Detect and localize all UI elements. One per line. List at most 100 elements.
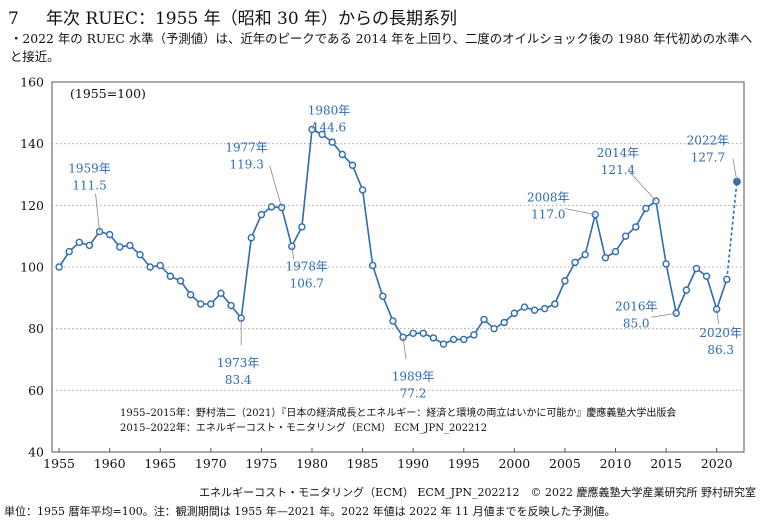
x-tick-label: 2010 bbox=[600, 456, 632, 471]
x-tick-label: 1995 bbox=[448, 456, 480, 471]
data-point bbox=[551, 300, 559, 308]
data-point bbox=[561, 277, 569, 285]
annotation-leader bbox=[311, 121, 316, 130]
annotation-value: 127.7 bbox=[691, 151, 725, 165]
x-tick-label: 1955 bbox=[43, 456, 75, 471]
annotation-value: 83.4 bbox=[225, 373, 252, 387]
data-point bbox=[571, 258, 579, 267]
annotation-value: 77.2 bbox=[400, 386, 427, 400]
data-point bbox=[409, 329, 417, 337]
data-point bbox=[105, 230, 114, 239]
x-tick-label: 2000 bbox=[498, 456, 530, 471]
data-point bbox=[55, 263, 63, 271]
annotation-leader bbox=[269, 165, 283, 208]
annotation-year: 2016年 bbox=[615, 299, 658, 313]
data-point bbox=[126, 241, 134, 250]
annotation-year: 2014年 bbox=[597, 146, 640, 160]
x-tick-label: 2020 bbox=[701, 456, 733, 471]
y-tick-label: 80 bbox=[28, 321, 44, 336]
annotation-value: 117.0 bbox=[531, 208, 565, 222]
data-point bbox=[116, 243, 124, 251]
index-note: (1955=100) bbox=[70, 86, 146, 101]
annotation-leader bbox=[716, 309, 720, 325]
data-point bbox=[298, 223, 306, 231]
data-point bbox=[581, 250, 589, 259]
data-point bbox=[510, 309, 519, 317]
x-tick-label: 2015 bbox=[650, 456, 682, 471]
data-point bbox=[65, 247, 73, 256]
data-point bbox=[217, 289, 225, 297]
data-point bbox=[358, 186, 367, 194]
page-title: 7 年次 RUEC：1955 年（昭和 30 年）からの長期系列 bbox=[8, 4, 457, 29]
data-point bbox=[470, 331, 478, 339]
data-point bbox=[439, 340, 448, 348]
x-tick-label: 1960 bbox=[94, 456, 126, 471]
x-tick-label: 1970 bbox=[195, 456, 227, 471]
annotation-year: 1977年 bbox=[225, 140, 268, 154]
data-point bbox=[379, 292, 387, 300]
title-number: 7 bbox=[8, 9, 19, 29]
chart-credit: エネルギーコスト・モニタリング（ECM） ECM_JPN_202212 © 20… bbox=[199, 486, 756, 499]
y-tick-label: 160 bbox=[20, 75, 44, 90]
data-point bbox=[227, 301, 235, 310]
data-point bbox=[490, 324, 498, 333]
x-tick-label: 2005 bbox=[549, 456, 581, 471]
title-text: 年次 RUEC：1955 年（昭和 30 年）からの長期系列 bbox=[46, 9, 458, 29]
data-point bbox=[186, 291, 195, 299]
data-point bbox=[480, 315, 488, 324]
annotation-year: 1973年 bbox=[217, 356, 260, 370]
y-tick-label: 100 bbox=[20, 260, 44, 275]
y-tick-label: 140 bbox=[20, 136, 44, 151]
data-point bbox=[621, 232, 630, 240]
subtitle: ・2022 年の RUEC 水準（予測値）は、近年のピークである 2014 年を… bbox=[10, 31, 753, 64]
data-point bbox=[247, 234, 256, 242]
data-point bbox=[207, 300, 215, 308]
data-point bbox=[702, 272, 711, 280]
data-point bbox=[419, 329, 427, 337]
data-point bbox=[267, 203, 276, 211]
y-tick-label: 120 bbox=[20, 198, 44, 213]
annotation-year: 1989年 bbox=[392, 369, 435, 383]
x-tick-label: 1980 bbox=[296, 456, 328, 471]
annotation-year: 1978年 bbox=[285, 259, 328, 273]
annotation-value: 86.3 bbox=[707, 343, 734, 357]
x-tick-label: 1985 bbox=[347, 456, 379, 471]
data-point bbox=[520, 303, 529, 311]
data-point bbox=[611, 247, 620, 256]
data-point bbox=[642, 204, 650, 213]
data-point bbox=[449, 335, 458, 344]
data-point bbox=[429, 334, 438, 342]
data-point bbox=[460, 335, 468, 344]
data-point bbox=[338, 150, 347, 159]
annotation-value: 121.4 bbox=[601, 163, 636, 177]
source-note: 2015–2022年：エネルギーコスト・モニタリング（ECM） ECM_JPN_… bbox=[120, 421, 487, 434]
data-point bbox=[328, 138, 336, 146]
annotation-leader bbox=[565, 208, 596, 215]
data-point bbox=[540, 304, 549, 313]
annotation-year: 1959年 bbox=[68, 162, 111, 176]
annotation-year: 2008年 bbox=[527, 191, 570, 205]
annotation-value: 85.0 bbox=[623, 316, 650, 330]
annotation-value: 111.5 bbox=[72, 179, 106, 193]
data-point bbox=[662, 260, 670, 268]
data-point bbox=[500, 318, 508, 327]
data-point bbox=[146, 263, 154, 271]
annotation-leader bbox=[627, 169, 657, 202]
x-tick-label: 1990 bbox=[397, 456, 429, 471]
annotation-value: 144.6 bbox=[312, 120, 346, 134]
annotation-leader bbox=[95, 193, 100, 232]
data-point bbox=[530, 306, 539, 314]
data-point bbox=[75, 238, 84, 247]
data-point bbox=[389, 317, 397, 325]
data-point bbox=[85, 241, 94, 250]
data-point bbox=[156, 261, 164, 270]
data-point bbox=[692, 264, 701, 273]
forecast-line bbox=[726, 181, 738, 280]
unit-footnote: 単位：1955 暦年平均=100。注：観測期間は 1955 年—2021 年。2… bbox=[4, 505, 616, 518]
annotation-value: 119.3 bbox=[229, 157, 263, 171]
annotation-leader bbox=[402, 337, 407, 360]
annotation-year: 1980年 bbox=[308, 103, 351, 117]
data-point bbox=[682, 286, 691, 294]
data-point bbox=[166, 272, 175, 280]
